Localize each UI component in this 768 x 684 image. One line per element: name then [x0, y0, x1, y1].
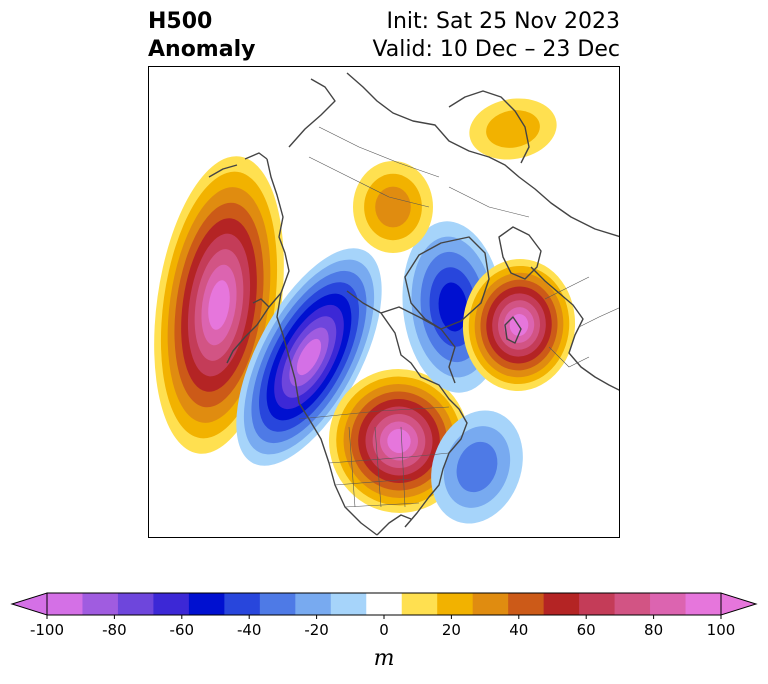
coastlines	[208, 72, 619, 536]
colorbar-cell-11	[437, 593, 474, 615]
colorbar-cell-0	[47, 593, 83, 615]
colorbar-cell-5	[224, 593, 261, 615]
colorbar-tick-label: -20	[304, 621, 329, 639]
colorbar-extend-min	[10, 592, 48, 616]
colorbar-tick-label: 60	[577, 621, 596, 639]
colorbar-tick-label: -60	[170, 621, 195, 639]
anomaly-western-trough	[236, 248, 382, 466]
colorbar-cell-12	[472, 593, 509, 615]
anomaly-map-svg	[154, 72, 619, 536]
anomaly-contour-pacific-ridge-8	[208, 280, 230, 330]
coastline-na-west	[266, 158, 378, 536]
colorbar-tick-label: 20	[442, 621, 461, 639]
colorbar-tick-label: -80	[102, 621, 127, 639]
colorbar: -100 -80 -60 -40 -20 0 20 40 60 80 100	[0, 580, 768, 680]
map-title: H500 Anomaly	[148, 8, 255, 64]
country-borders	[298, 126, 619, 508]
coastline-greenland	[404, 236, 490, 330]
colorbar-cell-13	[508, 593, 545, 615]
colorbar-cells	[10, 592, 758, 616]
colorbar-cell-16	[614, 593, 651, 615]
colorbar-cell-10	[401, 593, 438, 615]
valid-range: Valid: 10 Dec – 23 Dec	[372, 37, 620, 62]
colorbar-units: m	[373, 646, 395, 671]
colorbar-cell-9	[366, 593, 403, 615]
colorbar-cell-3	[153, 593, 190, 615]
title-variable: H500	[148, 9, 213, 34]
colorbar-tick-label: -100	[30, 621, 64, 639]
coastline-europe	[530, 266, 619, 391]
anomaly-contour-eastern-na-ridge-8	[387, 429, 411, 453]
anomaly-map	[148, 66, 620, 538]
anomaly-contour-central-atlantic-trough-2	[456, 441, 498, 493]
colorbar-tick-label: 40	[509, 621, 528, 639]
map-subtitle: Init: Sat 25 Nov 2023 Valid: 10 Dec – 23…	[372, 8, 620, 64]
init-time: Init: Sat 25 Nov 2023	[386, 9, 620, 34]
coastline-eurasia	[288, 72, 619, 238]
colorbar-svg: -100 -80 -60 -40 -20 0 20 40 60 80 100	[10, 592, 758, 639]
coastline-hudson	[346, 290, 468, 528]
colorbar-cell-7	[295, 593, 332, 615]
anomaly-contour-atlantic-trough-4	[438, 282, 468, 332]
title-field: Anomaly	[148, 37, 256, 62]
colorbar-cell-6	[259, 593, 296, 615]
coastline-scandinavia	[498, 226, 542, 280]
coastline-alaska	[226, 292, 282, 364]
colorbar-tick-label: 100	[707, 621, 736, 639]
colorbar-tick-label: -40	[237, 621, 262, 639]
anomaly-contour-arctic-ridge-2	[375, 186, 411, 228]
colorbar-cell-2	[117, 593, 154, 615]
colorbar-cell-17	[650, 593, 687, 615]
colorbar-tick-label: 0	[379, 621, 389, 639]
colorbar-cell-14	[543, 593, 580, 615]
coastline-uk	[504, 316, 522, 344]
anomaly-siberia-ridge	[469, 98, 557, 160]
colorbar-cell-15	[579, 593, 616, 615]
anomaly-central-atlantic-trough	[431, 410, 523, 524]
anomaly-eastern-na-ridge	[328, 369, 470, 513]
colorbar-tick-label: 80	[644, 621, 663, 639]
colorbar-cell-4	[188, 593, 225, 615]
colorbar-cell-18	[685, 593, 722, 615]
colorbar-cell-1	[82, 593, 119, 615]
anomaly-shading	[154, 98, 576, 524]
colorbar-ticks: -100 -80 -60 -40 -20 0 20 40 60 80 100	[30, 615, 735, 639]
colorbar-extend-max	[720, 592, 758, 616]
coastline-kamchatka	[208, 152, 268, 178]
coastline-central-america	[376, 514, 412, 536]
anomaly-contour-siberia-ridge-1	[486, 110, 540, 148]
coastline-siberia	[448, 90, 530, 164]
colorbar-cell-8	[330, 593, 367, 615]
anomaly-arctic-ridge	[353, 161, 433, 253]
anomaly-contour-western-trough-8	[296, 338, 322, 376]
